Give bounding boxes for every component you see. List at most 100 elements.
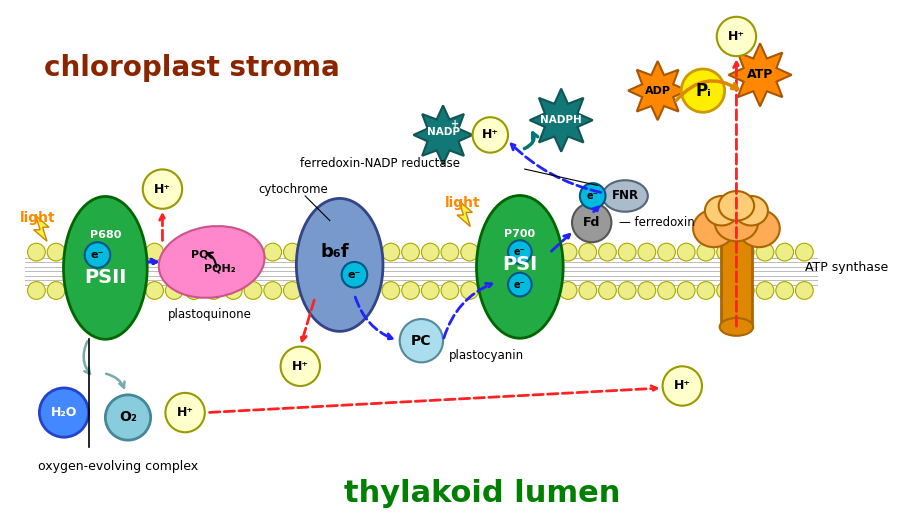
Text: e⁻: e⁻ <box>586 191 598 201</box>
Circle shape <box>67 243 85 261</box>
Circle shape <box>224 243 243 261</box>
Circle shape <box>580 183 605 209</box>
Circle shape <box>47 243 65 261</box>
Text: Fd: Fd <box>583 216 600 229</box>
Ellipse shape <box>738 210 780 247</box>
Text: P680: P680 <box>90 230 121 240</box>
Circle shape <box>382 243 400 261</box>
Circle shape <box>598 243 616 261</box>
Ellipse shape <box>735 196 768 225</box>
Circle shape <box>461 282 479 299</box>
Text: +: + <box>451 119 459 129</box>
Circle shape <box>508 240 531 264</box>
Text: chloroplast stroma: chloroplast stroma <box>44 54 340 82</box>
Bar <box>720 232 752 326</box>
Text: e⁻: e⁻ <box>514 280 526 289</box>
Polygon shape <box>33 216 49 241</box>
Text: oxygen-evolving complex: oxygen-evolving complex <box>38 460 198 473</box>
Circle shape <box>303 243 321 261</box>
Circle shape <box>362 243 380 261</box>
Circle shape <box>87 282 104 299</box>
Circle shape <box>105 395 150 440</box>
Circle shape <box>559 282 576 299</box>
Circle shape <box>481 282 498 299</box>
Text: H₂O: H₂O <box>51 406 77 419</box>
Circle shape <box>67 282 85 299</box>
Circle shape <box>658 282 675 299</box>
Circle shape <box>717 243 735 261</box>
Text: — ferredoxin: — ferredoxin <box>619 216 695 229</box>
Circle shape <box>87 243 104 261</box>
Circle shape <box>737 282 754 299</box>
Polygon shape <box>729 43 792 106</box>
Circle shape <box>166 282 183 299</box>
Polygon shape <box>628 61 687 120</box>
Text: light: light <box>445 196 481 210</box>
Text: cytochrome: cytochrome <box>259 183 329 196</box>
Text: Pᵢ: Pᵢ <box>695 82 711 100</box>
Text: H⁺: H⁺ <box>291 360 309 373</box>
Text: ATP synthase: ATP synthase <box>805 261 889 275</box>
Text: NADP: NADP <box>426 127 460 137</box>
Ellipse shape <box>693 210 735 247</box>
Circle shape <box>776 282 794 299</box>
Ellipse shape <box>63 197 148 339</box>
Text: PSII: PSII <box>84 268 127 287</box>
Circle shape <box>281 347 320 386</box>
Circle shape <box>343 243 360 261</box>
Circle shape <box>224 282 243 299</box>
Circle shape <box>539 282 557 299</box>
Ellipse shape <box>719 191 754 220</box>
Circle shape <box>186 243 203 261</box>
Text: PQ: PQ <box>191 249 209 259</box>
Circle shape <box>126 243 144 261</box>
Circle shape <box>47 282 65 299</box>
Circle shape <box>343 282 360 299</box>
Ellipse shape <box>603 180 648 212</box>
Text: H⁺: H⁺ <box>176 406 194 419</box>
Text: thylakoid lumen: thylakoid lumen <box>344 479 621 508</box>
Circle shape <box>579 243 596 261</box>
Circle shape <box>681 69 725 112</box>
Circle shape <box>264 243 281 261</box>
Text: P700: P700 <box>504 230 536 239</box>
Circle shape <box>579 282 596 299</box>
Circle shape <box>638 282 656 299</box>
Circle shape <box>717 282 735 299</box>
Circle shape <box>795 282 814 299</box>
Circle shape <box>40 388 89 437</box>
Circle shape <box>402 282 419 299</box>
Circle shape <box>166 243 183 261</box>
Circle shape <box>283 243 301 261</box>
Circle shape <box>717 17 756 56</box>
Text: PQH₂: PQH₂ <box>204 264 235 274</box>
Circle shape <box>776 243 794 261</box>
Circle shape <box>539 243 557 261</box>
Circle shape <box>402 243 419 261</box>
Circle shape <box>166 393 205 432</box>
Circle shape <box>598 282 616 299</box>
Circle shape <box>481 243 498 261</box>
Circle shape <box>27 243 45 261</box>
Circle shape <box>323 282 340 299</box>
Circle shape <box>362 282 380 299</box>
Text: ADP: ADP <box>644 86 671 95</box>
Polygon shape <box>457 201 472 227</box>
Ellipse shape <box>477 196 563 338</box>
Circle shape <box>400 319 443 362</box>
Circle shape <box>756 243 774 261</box>
Circle shape <box>422 282 439 299</box>
Text: H⁺: H⁺ <box>154 183 171 196</box>
Circle shape <box>519 243 538 261</box>
Circle shape <box>795 243 814 261</box>
Text: NADPH: NADPH <box>540 115 582 125</box>
Circle shape <box>461 243 479 261</box>
Circle shape <box>677 243 695 261</box>
Circle shape <box>572 203 612 242</box>
Circle shape <box>146 282 164 299</box>
Text: H⁺: H⁺ <box>481 128 499 141</box>
Circle shape <box>697 243 715 261</box>
Circle shape <box>658 243 675 261</box>
Ellipse shape <box>705 196 738 225</box>
Text: e⁻: e⁻ <box>514 247 526 257</box>
